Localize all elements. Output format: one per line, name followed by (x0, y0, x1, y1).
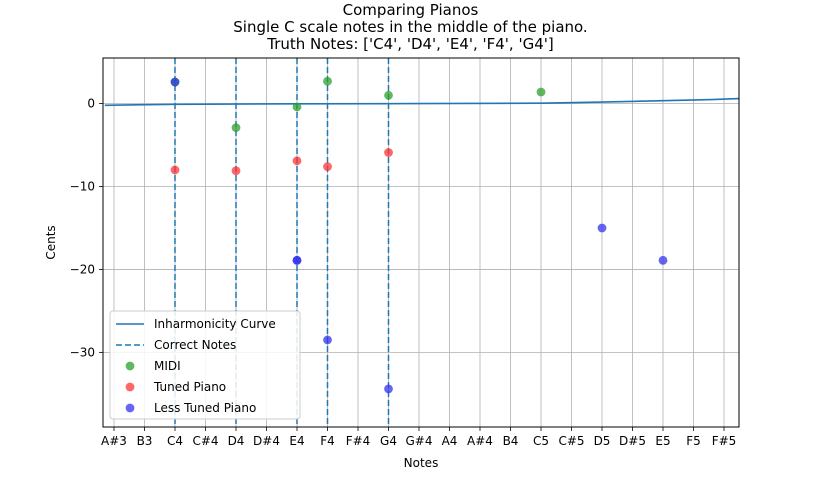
y-tick-label: −10 (70, 180, 95, 194)
x-tick-label: C4 (167, 434, 183, 448)
legend-swatch-midi (125, 361, 135, 371)
y-tick-label: 0 (87, 97, 95, 111)
point-less-tuned-piano (170, 77, 180, 87)
x-tick-label: D4 (228, 434, 245, 448)
points-layer (170, 76, 668, 394)
legend-label-less-tuned-piano: Less Tuned Piano (154, 401, 256, 415)
legend-label-correct-notes: Correct Notes (154, 338, 236, 352)
x-tick-label: G4 (380, 434, 397, 448)
inharmonicity-curve (104, 97, 740, 107)
inharmonicity-curve-layer (104, 97, 740, 107)
x-tick-label: F4 (320, 434, 335, 448)
point-midi (323, 76, 332, 86)
legend-label-midi: MIDI (154, 359, 181, 373)
axes: A#3 B3 C4 C#4 D4 D#4 E4 F4 F#4 G4 G#4 A4 A#4 B4 C5 C#5 D… (44, 57, 740, 470)
x-tick-label: A#3 (101, 434, 127, 448)
y-axis-label: Cents (44, 225, 58, 259)
x-tick-label: A#4 (467, 434, 493, 448)
x-tick-label: B4 (503, 434, 519, 448)
x-tick-label: C#5 (558, 434, 584, 448)
point-tuned-piano (231, 166, 241, 176)
chart-subtitle-2: Truth Notes: ['C4', 'D4', 'E4', 'F4', 'G… (267, 35, 554, 53)
x-tick-label: F#4 (346, 434, 371, 448)
point-midi (536, 87, 546, 97)
x-axis-label: Notes (404, 456, 439, 470)
y-tick-label: −20 (70, 262, 95, 276)
x-tick-label: A4 (442, 434, 458, 448)
point-less-tuned-piano (597, 223, 607, 233)
x-tick-label: F5 (686, 434, 701, 448)
legend-label-tuned-piano: Tuned Piano (153, 380, 226, 394)
x-tick-label: E5 (655, 434, 670, 448)
x-tick-label: C#4 (192, 434, 218, 448)
legend-swatch-tuned-piano (125, 382, 135, 392)
point-tuned-piano (323, 162, 332, 172)
point-tuned-piano (384, 148, 393, 157)
legend-label-inharmonicity-curve: Inharmonicity Curve (154, 317, 276, 331)
point-less-tuned-piano (323, 335, 332, 345)
point-tuned-piano (170, 165, 180, 175)
x-tick-label: E4 (289, 434, 304, 448)
point-less-tuned-piano (384, 384, 393, 394)
y-tick-label: −30 (70, 345, 95, 359)
point-midi (292, 102, 302, 112)
chart-title: Comparing Pianos (342, 1, 479, 19)
point-less-tuned-piano (658, 255, 668, 265)
x-tick-label: G#4 (406, 434, 433, 448)
point-midi (384, 90, 393, 100)
point-less-tuned-piano (292, 255, 302, 265)
x-tick-label: C5 (533, 434, 549, 448)
plot-frame (102, 57, 740, 428)
point-midi (231, 123, 241, 133)
legend-swatch-less-tuned-piano (125, 403, 135, 413)
x-tick-label: D5 (594, 434, 611, 448)
chart-subtitle: Single C scale notes in the middle of th… (233, 18, 588, 36)
legend: Inharmonicity Curve Correct Notes MIDI Tune… (109, 310, 301, 420)
x-tick-label: D#5 (619, 434, 646, 448)
legend-box (109, 310, 301, 420)
x-tick-label: D#4 (253, 434, 280, 448)
x-tick-label: B3 (137, 434, 153, 448)
x-tick-label: F#5 (712, 434, 737, 448)
point-tuned-piano (292, 156, 302, 166)
